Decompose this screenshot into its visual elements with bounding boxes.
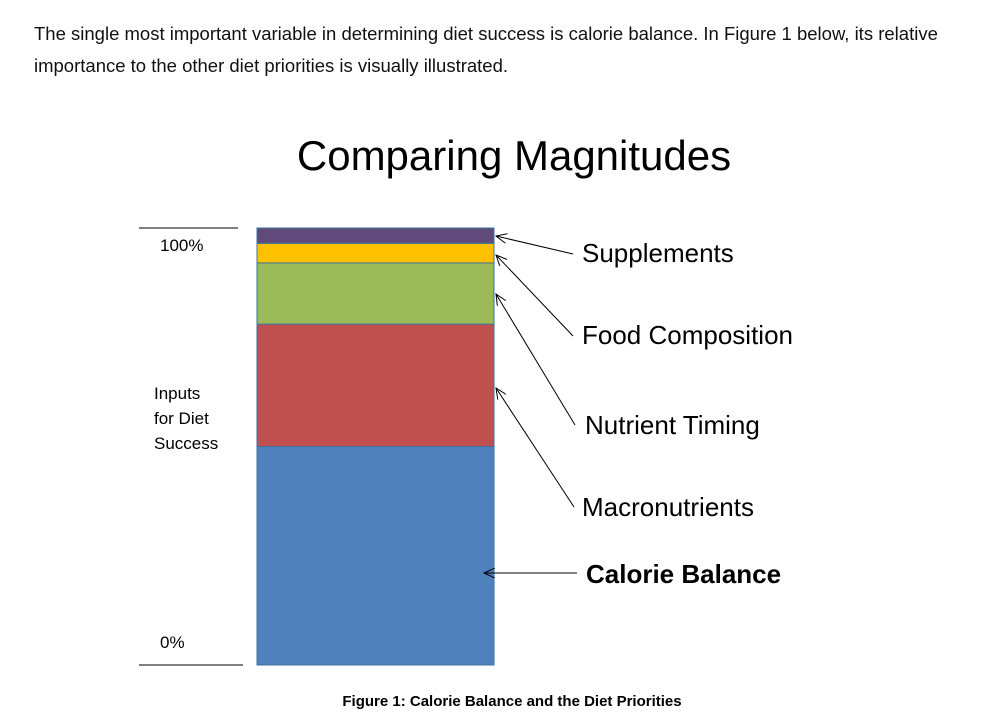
bar-segment-supplements [256, 227, 495, 244]
annotation-arrow [496, 388, 575, 508]
y-axis-label-line: for Diet [154, 409, 209, 428]
bar-segment-calorie-balance [256, 446, 495, 666]
series-label-food-composition: Food Composition [582, 320, 793, 350]
annotation-arrow [496, 294, 576, 426]
intro-paragraph: The single most important variable in de… [34, 23, 938, 76]
bar-segment-macronutrients [256, 323, 495, 448]
y-axis-label-line: Inputs [154, 384, 201, 403]
bar-segment-nutrient-timing [256, 262, 495, 325]
y-axis-label-text: Inputs for Diet Success [154, 381, 228, 456]
chart-title: Comparing Magnitudes [296, 132, 732, 179]
y-axis-label: Inputs for Diet Success [154, 381, 228, 456]
series-label-calorie-balance: Calorie Balance [586, 559, 781, 589]
annotation-arrow [496, 236, 574, 255]
y-tick-100: 100% [160, 236, 204, 255]
annotation-arrow [496, 255, 574, 337]
series-label-supplements: Supplements [582, 238, 734, 268]
bar-segment-food-composition [256, 242, 495, 264]
y-tick-0: 0% [160, 633, 185, 652]
y-axis-label-line: Success [154, 434, 219, 453]
series-label-nutrient-timing: Nutrient Timing [585, 410, 760, 440]
series-label-macronutrients: Macronutrients [582, 492, 754, 522]
figure-caption: Figure 1: Calorie Balance and the Diet P… [342, 693, 682, 710]
